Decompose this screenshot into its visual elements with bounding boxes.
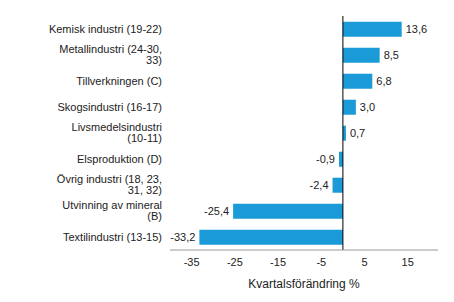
svg-text:-0,9: -0,9	[316, 153, 335, 165]
svg-text:-35: -35	[184, 256, 200, 268]
svg-text:0,7: 0,7	[350, 127, 365, 139]
svg-text:Textilindustri (13-15): Textilindustri (13-15)	[63, 231, 162, 243]
svg-text:3,0: 3,0	[360, 101, 375, 113]
svg-text:-25,4: -25,4	[204, 205, 229, 217]
svg-text:Livsmedelsindustri(10-11): Livsmedelsindustri(10-11)	[72, 121, 162, 144]
svg-text:Övrig industri (18, 23,31, 32): Övrig industri (18, 23,31, 32)	[57, 173, 162, 196]
svg-text:Metallindustri (24-30,33): Metallindustri (24-30,33)	[59, 43, 162, 66]
svg-text:5: 5	[361, 256, 367, 268]
svg-text:15: 15	[402, 256, 414, 268]
svg-text:Kemisk industri (19-22): Kemisk industri (19-22)	[49, 23, 162, 35]
svg-text:Tillverkningen (C): Tillverkningen (C)	[76, 75, 162, 87]
svg-text:Kvartalsförändring %: Kvartalsförändring %	[248, 277, 360, 291]
svg-text:6,8: 6,8	[376, 75, 391, 87]
svg-text:-33,2: -33,2	[170, 231, 195, 243]
svg-text:-2,4: -2,4	[310, 179, 329, 191]
svg-text:Skogsindustri (16-17): Skogsindustri (16-17)	[57, 101, 162, 113]
svg-text:-5: -5	[316, 256, 326, 268]
svg-text:Elsproduktion (D): Elsproduktion (D)	[77, 153, 162, 165]
svg-text:8,5: 8,5	[384, 49, 399, 61]
svg-text:-25: -25	[227, 256, 243, 268]
svg-text:Utvinning av mineral(B): Utvinning av mineral(B)	[62, 199, 162, 222]
svg-text:13,6: 13,6	[406, 23, 427, 35]
svg-text:-15: -15	[270, 256, 286, 268]
